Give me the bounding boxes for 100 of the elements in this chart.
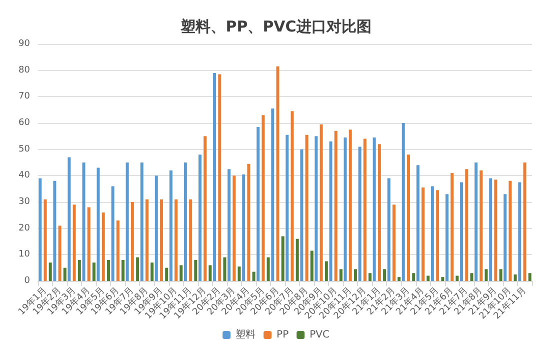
bar <box>344 137 347 281</box>
bar <box>508 180 512 281</box>
bar <box>238 266 241 281</box>
legend-label: PP <box>276 330 289 340</box>
bar <box>398 277 401 281</box>
bar <box>407 154 410 281</box>
bar <box>445 194 448 281</box>
bar <box>378 144 381 281</box>
bar <box>150 262 154 281</box>
bar <box>92 262 96 281</box>
bar <box>489 178 492 281</box>
bar <box>184 162 187 281</box>
bar <box>208 265 212 281</box>
legend-label: 塑料 <box>236 328 256 340</box>
bar <box>262 115 265 281</box>
bar <box>38 178 42 281</box>
bar <box>271 108 274 281</box>
bar <box>354 269 357 281</box>
bar <box>339 269 342 281</box>
bar <box>140 162 144 281</box>
bar <box>300 149 304 281</box>
bar <box>189 199 192 281</box>
y-tick-label: 60 <box>18 118 30 128</box>
y-tick-label: 0 <box>24 276 30 286</box>
bar <box>416 165 420 281</box>
chart-title: 塑料、PP、PVC进口对比图 <box>180 18 372 36</box>
bar <box>494 180 498 281</box>
bar <box>456 276 459 281</box>
bar <box>154 176 158 281</box>
bar <box>514 274 517 281</box>
bar <box>436 190 440 281</box>
bar <box>286 134 289 281</box>
bar <box>383 269 386 281</box>
bar <box>252 272 256 281</box>
y-tick-label: 80 <box>18 65 30 76</box>
legend-label: PVC <box>310 330 330 340</box>
bar <box>430 186 434 281</box>
bar <box>247 164 250 281</box>
bar <box>281 236 284 281</box>
bar <box>324 261 328 281</box>
bar <box>63 268 66 281</box>
bar <box>122 260 125 281</box>
bar <box>174 199 178 281</box>
bar <box>480 170 483 281</box>
bar <box>194 260 198 281</box>
bar <box>329 141 332 281</box>
bar <box>242 174 246 281</box>
bar <box>102 212 105 281</box>
bar <box>504 194 507 281</box>
bar <box>422 188 425 281</box>
bar <box>474 162 478 281</box>
bar <box>180 265 183 281</box>
bar <box>44 199 47 281</box>
bar <box>470 273 474 281</box>
bar <box>372 137 376 281</box>
bar <box>111 186 114 281</box>
bar <box>368 273 372 281</box>
bar <box>218 74 222 281</box>
bar <box>392 204 396 281</box>
bar <box>441 277 444 281</box>
y-tick-label: 70 <box>18 92 30 102</box>
bar <box>145 199 148 281</box>
bar <box>523 162 526 281</box>
bar <box>232 176 236 281</box>
bar <box>169 170 172 281</box>
bar <box>160 199 163 281</box>
bar <box>358 146 362 281</box>
bar <box>276 66 280 281</box>
bar <box>68 157 71 281</box>
y-tick-label: 90 <box>18 39 30 49</box>
bar <box>528 273 532 281</box>
bar <box>348 130 352 281</box>
bar <box>465 169 468 281</box>
bar <box>310 250 314 281</box>
bar <box>426 276 430 281</box>
y-tick-label: 40 <box>18 170 30 181</box>
bar <box>87 207 90 281</box>
bar <box>96 168 100 281</box>
bar <box>484 269 488 281</box>
bar <box>223 257 226 281</box>
bar <box>402 123 405 281</box>
bar <box>314 136 318 281</box>
bar <box>82 162 86 281</box>
y-tick-label: 30 <box>18 197 30 207</box>
bar <box>499 269 502 281</box>
bar <box>460 182 464 281</box>
bar <box>256 126 260 281</box>
bar <box>198 154 202 281</box>
bar <box>266 257 270 281</box>
bar <box>387 178 390 281</box>
bar <box>58 226 62 281</box>
bar <box>412 273 416 281</box>
bar <box>130 202 134 281</box>
bar <box>48 262 52 281</box>
bar <box>165 268 168 281</box>
bar <box>72 204 76 281</box>
bar <box>450 173 454 281</box>
bar <box>334 130 338 281</box>
y-tick-label: 50 <box>18 144 30 154</box>
bar <box>78 260 81 281</box>
